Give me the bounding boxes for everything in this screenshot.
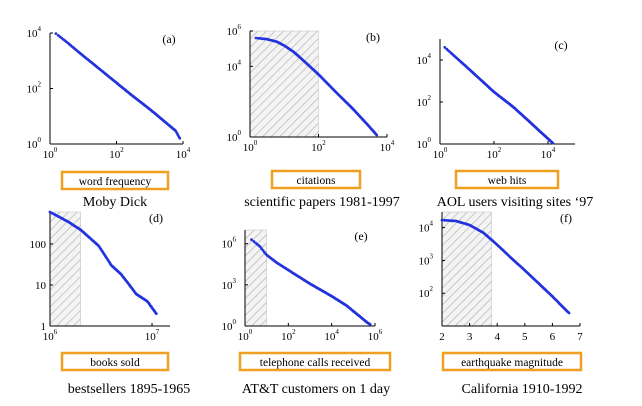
x-tick-label: 104 <box>176 146 191 161</box>
panel-label: (d) <box>149 211 163 225</box>
data-point <box>443 46 447 49</box>
data-point <box>154 312 158 315</box>
x-axis-label: web hits <box>488 175 527 187</box>
y-tick-label: 103 <box>419 252 434 267</box>
x-tick-label: 7 <box>577 331 583 343</box>
panel-caption: Moby Dick <box>83 195 147 210</box>
panel-caption: bestsellers 1895-1965 <box>68 382 190 397</box>
x-tick-label: 104 <box>541 146 556 161</box>
shaded-region <box>49 211 82 327</box>
data-series <box>440 218 571 315</box>
x-axis-label: books sold <box>90 357 140 369</box>
y-tick-label: 104 <box>419 220 434 235</box>
panel-b: 100 102 104 100 104 106 (b) citations scientific… <box>227 23 400 210</box>
x-axis-label: citations <box>297 175 336 187</box>
panel-label: (f) <box>560 211 572 225</box>
y-tick-label: 100 <box>222 318 237 333</box>
x-tick-label: 3 <box>467 331 473 343</box>
panel-caption: AT&T customers on 1 day <box>242 382 390 397</box>
shaded-region <box>249 30 319 138</box>
panel-label: (c) <box>554 38 567 52</box>
x-tick-label: 102 <box>487 146 502 161</box>
x-tick-label: 106 <box>368 328 383 343</box>
x-label-box <box>238 351 392 372</box>
x-axis-label: word frequency <box>79 176 152 188</box>
x-tick-label: 100 <box>243 139 258 154</box>
data-series <box>250 238 372 326</box>
x-label-box <box>454 169 560 190</box>
data-point <box>178 136 182 140</box>
x-label-box <box>270 169 362 190</box>
y-tick-label: 104 <box>227 58 242 73</box>
y-tick-label: 100 <box>27 136 42 151</box>
panel-label: (b) <box>366 30 380 44</box>
y-tick-label: 1 <box>41 321 47 333</box>
y-tick-label: 106 <box>227 23 242 38</box>
y-tick-label: 100 <box>30 239 47 251</box>
data-point <box>254 36 258 40</box>
panel-caption: California 1910-1992 <box>462 382 583 397</box>
data-series <box>443 46 555 145</box>
x-label-box <box>441 351 583 372</box>
data-series <box>254 36 379 137</box>
x-tick-label: 4 <box>494 331 500 343</box>
x-tick-label: 102 <box>109 146 124 161</box>
y-tick-label: 102 <box>419 285 434 300</box>
panel-caption: AOL users visiting sites ‘97 <box>437 195 594 210</box>
panel-label: (e) <box>354 229 367 243</box>
data-point <box>567 311 571 315</box>
panel-label: (a) <box>162 32 175 46</box>
x-label-box <box>60 170 170 191</box>
data-series <box>48 210 158 315</box>
x-tick-label: 100 <box>238 328 253 343</box>
x-tick-label: 102 <box>281 328 296 343</box>
data-point <box>440 218 444 222</box>
y-tick-label: 104 <box>417 52 432 67</box>
x-tick-label: 100 <box>433 146 448 161</box>
y-tick-label: 10 <box>35 280 47 292</box>
y-tick-label: 106 <box>222 236 237 251</box>
x-tick-label: 102 <box>311 139 326 154</box>
x-tick-label: 2 <box>439 331 445 343</box>
x-axis-label: earthquake magnitude <box>461 357 563 369</box>
panel-e: 100 102 104 106 100 103 106 (e) telephone calls … <box>222 229 392 397</box>
y-tick-label: 102 <box>417 94 432 109</box>
y-tick-label: 103 <box>222 277 237 292</box>
shaded-region <box>441 211 492 327</box>
data-point <box>551 141 555 145</box>
y-tick-label: 104 <box>27 25 42 40</box>
x-tick-label: 107 <box>145 328 160 343</box>
data-point <box>250 238 253 242</box>
panel-a: 100 102 104 100 102 104 (a) word frequency Moby … <box>27 25 191 210</box>
x-tick-label: 104 <box>324 328 339 343</box>
x-tick-label: 100 <box>43 146 58 161</box>
y-tick-label: 102 <box>27 81 42 96</box>
panel-c: 100 102 104 100 102 104 (c) web hits AOL users v… <box>417 38 594 210</box>
panel-caption: scientific papers 1981-1997 <box>244 195 400 210</box>
data-series <box>54 32 182 140</box>
x-tick-label: 104 <box>380 139 395 154</box>
x-axis-label: telephone calls received <box>260 357 371 369</box>
x-tick-label: 6 <box>550 331 556 343</box>
y-tick-label: 100 <box>227 129 242 144</box>
y-tick-label: 100 <box>417 136 432 151</box>
x-label-box <box>60 351 170 372</box>
data-point <box>375 133 379 137</box>
x-tick-label: 5 <box>522 331 528 343</box>
data-point <box>368 323 372 326</box>
panel-f: 2 3 4 5 6 7 102 103 104 (f) earthquake magnitude Ca… <box>419 211 584 397</box>
data-point <box>54 32 58 35</box>
